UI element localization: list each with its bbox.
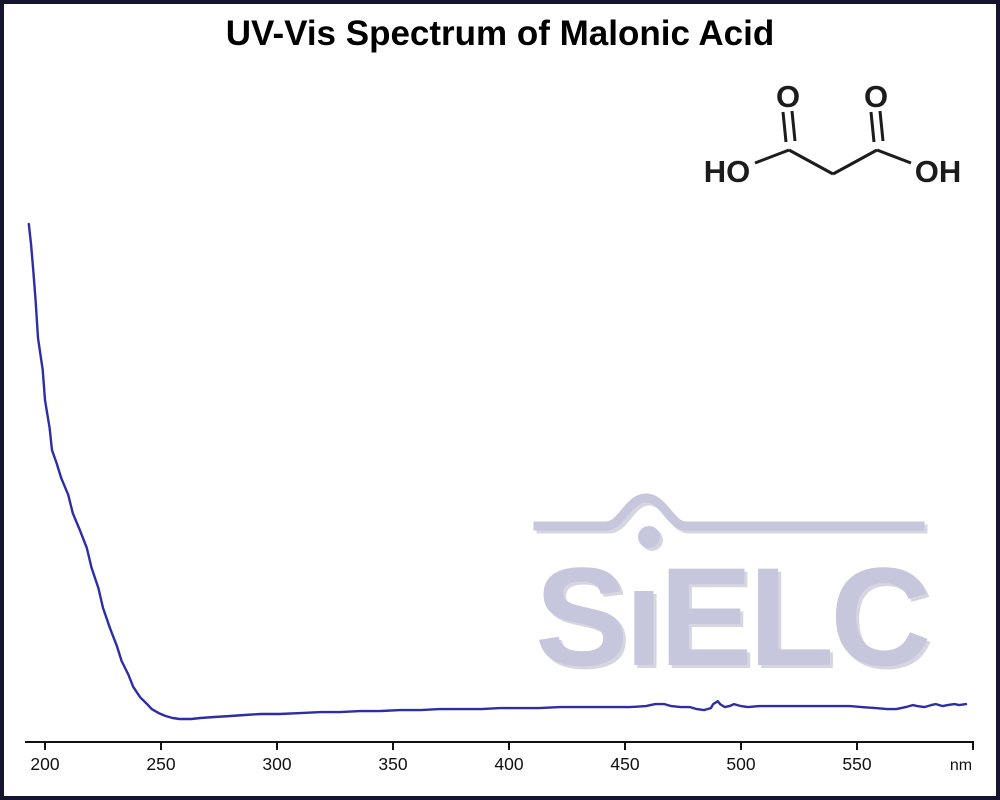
- x-tick-label: 300: [262, 754, 291, 774]
- wm-i-shadow: ı: [627, 541, 662, 698]
- wm-elc-shadow: ELC: [662, 541, 931, 698]
- x-axis-unit-label: nm: [950, 757, 972, 774]
- i-dot: [638, 526, 660, 548]
- double-bond-right-1: [869, 111, 876, 143]
- sielc-watermark-shadow: SıELC: [536, 496, 935, 698]
- bond-c3-oh: [876, 148, 912, 165]
- watermark-text: SıELC: [535, 538, 928, 695]
- x-axis-ticks: 200 250 300 350 400 450 500 550: [30, 742, 872, 774]
- double-bond-left-2: [790, 110, 797, 142]
- x-tick-label: 450: [610, 754, 639, 774]
- x-tick-label: 350: [378, 754, 407, 774]
- x-axis-line: [25, 741, 974, 750]
- atom-label-o-right: O: [864, 79, 888, 114]
- double-bond-left-1: [781, 111, 788, 143]
- x-axis: 200 250 300 350 400 450 500 550 nm: [25, 741, 974, 774]
- wm-s-shadow: S: [538, 541, 627, 698]
- wm-i: ı: [624, 538, 659, 695]
- wm-elc: ELC: [659, 538, 928, 695]
- sielc-watermark: SıELC: [533, 493, 932, 695]
- x-tick-label: 400: [494, 754, 523, 774]
- double-bond-right-2: [878, 110, 885, 142]
- atom-label-o-left: O: [776, 79, 800, 114]
- molecule-structure: HO O O OH: [704, 79, 962, 189]
- bond-c2-c3: [832, 148, 878, 176]
- bond-ho-c1: [754, 148, 790, 165]
- atom-label-oh: OH: [915, 154, 962, 189]
- bond-c1-c2: [788, 148, 834, 176]
- x-tick-label: 250: [146, 754, 175, 774]
- chromatogram-peak-line: [533, 493, 925, 531]
- x-tick-label: 500: [726, 754, 755, 774]
- page-title: UV-Vis Spectrum of Malonic Acid: [226, 14, 774, 53]
- watermark-text-shadow: SıELC: [538, 541, 931, 698]
- spectrum-canvas: UV-Vis Spectrum of Malonic Acid SıELC Sı…: [25, 14, 974, 774]
- atom-label-ho: HO: [704, 154, 751, 189]
- wm-s: S: [535, 538, 624, 695]
- x-tick-label: 200: [30, 754, 59, 774]
- absorbance-curve: [27, 222, 968, 721]
- x-tick-label: 550: [842, 754, 871, 774]
